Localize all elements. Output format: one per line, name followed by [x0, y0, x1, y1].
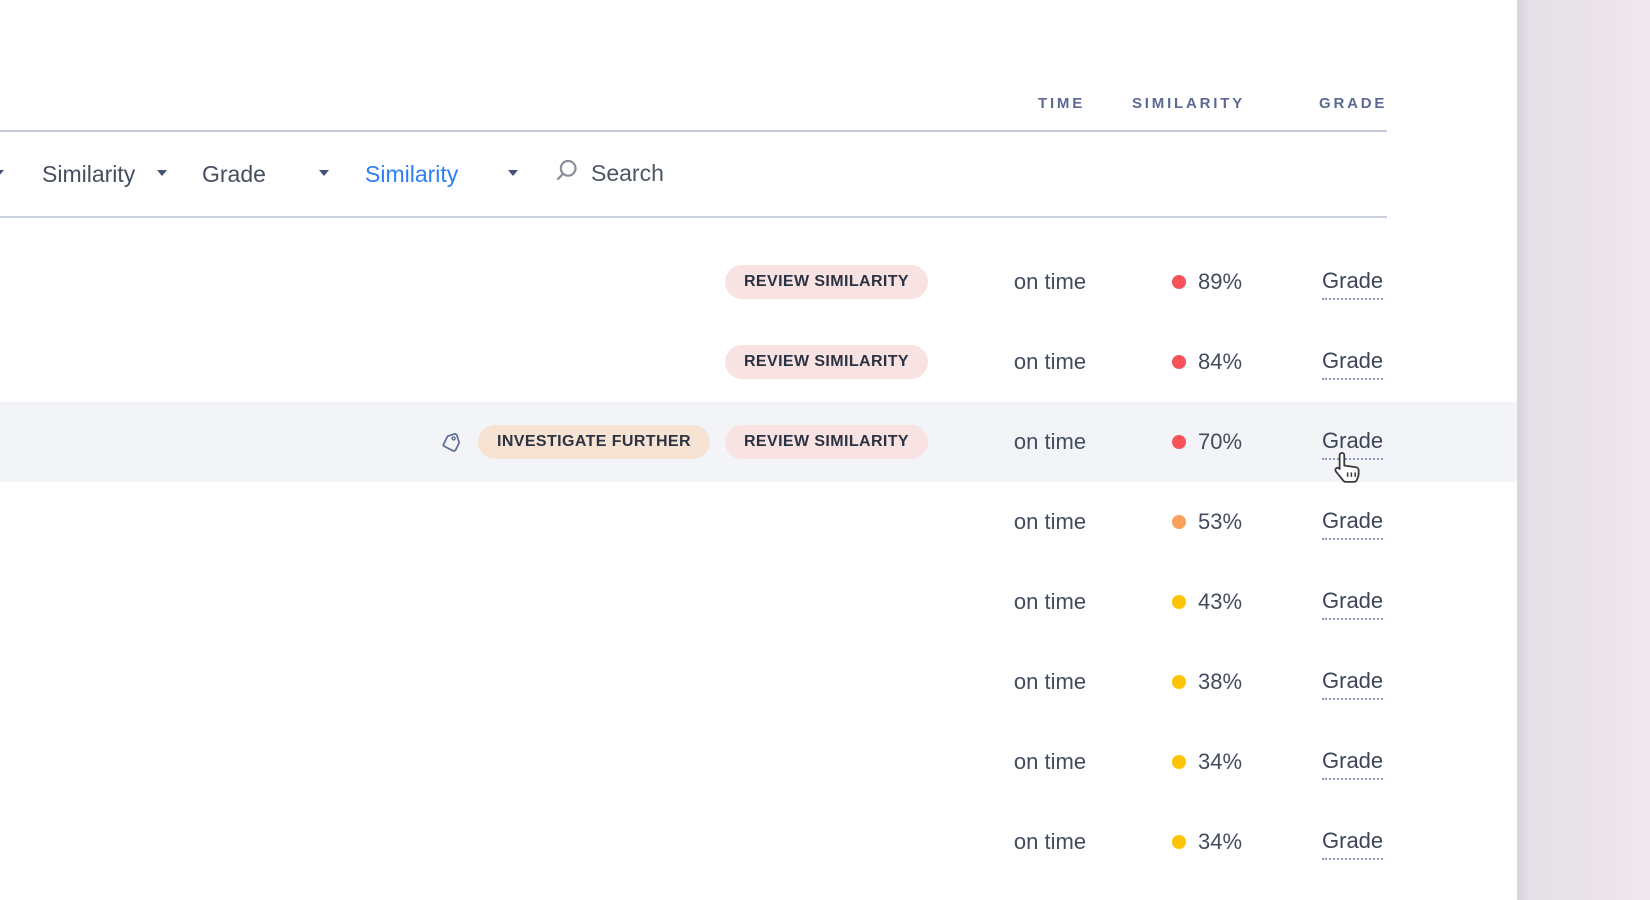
- table-row[interactable]: REVIEW SIMILARITY on time 84% Grade: [0, 322, 1650, 402]
- time-status: on time: [1013, 669, 1087, 694]
- similarity-dot-red: [1172, 275, 1186, 289]
- similarity-dot-orange: [1172, 515, 1186, 529]
- similarity-percent: 34%: [1198, 829, 1243, 854]
- filter-dropdown-similarity-active[interactable]: Similarity: [365, 161, 459, 187]
- grade-link[interactable]: Grade: [1322, 268, 1384, 300]
- grade-link[interactable]: Grade: [1322, 828, 1384, 860]
- time-status: on time: [1013, 749, 1087, 774]
- table-row[interactable]: on time 34% Grade: [0, 802, 1650, 882]
- similarity-percent: 43%: [1198, 589, 1243, 614]
- time-status: on time: [1013, 589, 1087, 614]
- time-status: on time: [1013, 269, 1087, 294]
- time-status: on time: [1013, 349, 1087, 374]
- chevron-down-icon[interactable]: [0, 170, 4, 176]
- table-row[interactable]: on time 38% Grade: [0, 642, 1650, 722]
- row-flags: INVESTIGATE FURTHER REVIEW SIMILARITY: [439, 402, 928, 482]
- chevron-down-icon[interactable]: [319, 170, 329, 176]
- grade-link[interactable]: Grade: [1322, 348, 1384, 380]
- time-status: on time: [1013, 829, 1087, 854]
- filter-dropdown-similarity[interactable]: Similarity: [42, 161, 136, 187]
- grade-link[interactable]: Grade: [1322, 428, 1384, 460]
- table-row[interactable]: INVESTIGATE FURTHER REVIEW SIMILARITY on t…: [0, 402, 1650, 482]
- flag-badge-investigate: INVESTIGATE FURTHER: [477, 425, 710, 459]
- table-body: REVIEW SIMILARITY on time 89% Grade REVIEW S…: [0, 242, 1650, 882]
- similarity-percent: 89%: [1198, 269, 1243, 294]
- search-input[interactable]: [589, 156, 873, 190]
- grade-link[interactable]: Grade: [1322, 588, 1384, 620]
- column-header-grade[interactable]: GRADE: [1319, 95, 1388, 112]
- flag-badge-review: REVIEW SIMILARITY: [724, 265, 928, 299]
- column-header-similarity[interactable]: SIMILARITY: [1132, 95, 1245, 112]
- table-row[interactable]: on time 34% Grade: [0, 722, 1650, 802]
- grade-link[interactable]: Grade: [1322, 508, 1384, 540]
- table-row[interactable]: on time 43% Grade: [0, 562, 1650, 642]
- similarity-percent: 34%: [1198, 749, 1243, 774]
- similarity-dot-yellow: [1172, 835, 1186, 849]
- filter-divider: [0, 216, 1387, 218]
- chevron-down-icon[interactable]: [157, 170, 167, 176]
- row-flags: REVIEW SIMILARITY: [724, 322, 928, 402]
- time-status: on time: [1013, 429, 1087, 454]
- time-status: on time: [1013, 509, 1087, 534]
- similarity-dot-yellow: [1172, 595, 1186, 609]
- header-divider: [0, 130, 1387, 132]
- similarity-dot-yellow: [1172, 675, 1186, 689]
- filter-dropdown-grade[interactable]: Grade: [202, 161, 266, 187]
- grade-link[interactable]: Grade: [1322, 668, 1384, 700]
- similarity-percent: 84%: [1198, 349, 1243, 374]
- grade-link[interactable]: Grade: [1322, 748, 1384, 780]
- similarity-percent: 70%: [1198, 429, 1243, 454]
- table-row[interactable]: REVIEW SIMILARITY on time 89% Grade: [0, 242, 1650, 322]
- table-row[interactable]: on time 53% Grade: [0, 482, 1650, 562]
- row-flags: REVIEW SIMILARITY: [724, 242, 928, 322]
- flag-badge-review: REVIEW SIMILARITY: [724, 345, 928, 379]
- chevron-down-icon[interactable]: [508, 170, 518, 176]
- tag-icon: [439, 430, 463, 454]
- similarity-dot-yellow: [1172, 755, 1186, 769]
- column-header-time[interactable]: TIME: [1038, 95, 1086, 112]
- search-icon: [553, 158, 579, 189]
- similarity-percent: 38%: [1198, 669, 1243, 694]
- side-gradient-panel: [1517, 0, 1650, 900]
- similarity-percent: 53%: [1198, 509, 1243, 534]
- flag-badge-review: REVIEW SIMILARITY: [724, 425, 928, 459]
- similarity-dot-red: [1172, 355, 1186, 369]
- similarity-dot-red: [1172, 435, 1186, 449]
